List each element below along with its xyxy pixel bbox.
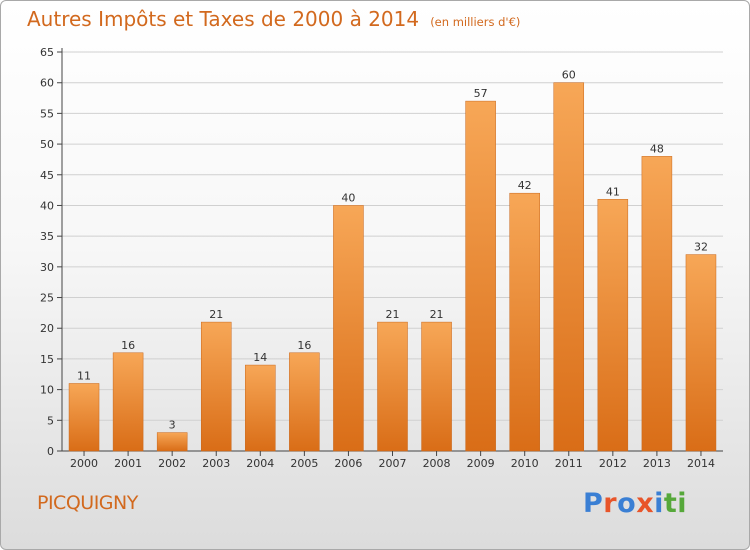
bar: [421, 321, 452, 452]
bar-value-label: 57: [474, 87, 488, 100]
y-tick-label: 35: [40, 230, 54, 243]
y-tick-label: 65: [40, 46, 54, 59]
bar-value-label: 48: [650, 142, 664, 155]
bar: [333, 205, 364, 452]
bar: [465, 100, 496, 452]
logo-letter: r: [603, 488, 618, 519]
x-tick-label: 2013: [643, 457, 671, 470]
logo-letter: t: [663, 488, 678, 519]
x-tick-label: 2007: [379, 457, 407, 470]
bar: [685, 254, 717, 452]
bar-value-label: 11: [77, 369, 91, 382]
chart-title-block: Autres Impôts et Taxes de 2000 à 2014 (e…: [27, 7, 520, 31]
bar: [597, 199, 629, 452]
bar-value-label: 21: [386, 308, 400, 321]
y-tick-label: 50: [40, 138, 54, 151]
y-tick-label: 10: [40, 384, 54, 397]
bar-value-label: 60: [562, 69, 576, 82]
x-tick-label: 2006: [334, 457, 362, 470]
x-tick-label: 2011: [555, 457, 583, 470]
bar-value-label: 14: [253, 351, 267, 364]
x-tick-label: 2012: [599, 457, 627, 470]
logo-letter: i: [677, 488, 688, 519]
y-tick-label: 20: [40, 322, 54, 335]
y-tick-label: 15: [40, 353, 54, 366]
y-tick-label: 5: [47, 414, 54, 427]
y-tick-label: 0: [47, 445, 54, 458]
logo-letter: P: [583, 488, 604, 519]
y-tick-label: 40: [40, 199, 54, 212]
bar: [200, 321, 232, 452]
proxiti-logo: Proxiti: [583, 488, 687, 519]
x-tick-label: 2010: [511, 457, 539, 470]
bar-value-label: 3: [169, 419, 176, 432]
bar-value-label: 42: [518, 179, 532, 192]
bar-value-label: 21: [430, 308, 444, 321]
location-label: PICQUIGNY: [37, 492, 138, 514]
chart-subtitle: (en milliers d'€): [430, 15, 521, 29]
bar: [509, 192, 540, 452]
bar: [112, 352, 144, 452]
bar-value-label: 16: [297, 339, 311, 352]
bar-value-label: 16: [121, 339, 135, 352]
bar: [553, 82, 585, 452]
y-tick-label: 60: [40, 77, 54, 90]
bar: [289, 352, 320, 452]
y-tick-label: 45: [40, 169, 54, 182]
bar: [377, 321, 408, 452]
y-tick-label: 30: [40, 261, 54, 274]
x-tick-label: 2009: [467, 457, 495, 470]
bar-value-label: 32: [694, 241, 708, 254]
bar-value-label: 41: [606, 185, 620, 198]
x-tick-label: 2014: [687, 457, 715, 470]
logo-letter: o: [617, 488, 637, 519]
bar-value-label: 40: [341, 191, 355, 204]
x-tick-label: 2004: [246, 457, 274, 470]
bar: [68, 383, 100, 452]
x-tick-label: 2008: [423, 457, 451, 470]
chart-title: Autres Impôts et Taxes de 2000 à 2014: [27, 7, 420, 31]
bar: [245, 364, 276, 452]
logo-letter: x: [636, 488, 655, 519]
logo-letter: i: [654, 488, 664, 519]
x-tick-label: 2000: [70, 457, 98, 470]
y-tick-label: 25: [40, 292, 54, 305]
y-tick-label: 55: [40, 107, 54, 120]
bar: [156, 432, 188, 452]
bar: [641, 156, 673, 452]
x-tick-label: 2001: [114, 457, 142, 470]
bar-value-label: 21: [209, 308, 223, 321]
x-tick-label: 2003: [202, 457, 230, 470]
x-tick-label: 2002: [158, 457, 186, 470]
x-tick-label: 2005: [290, 457, 318, 470]
